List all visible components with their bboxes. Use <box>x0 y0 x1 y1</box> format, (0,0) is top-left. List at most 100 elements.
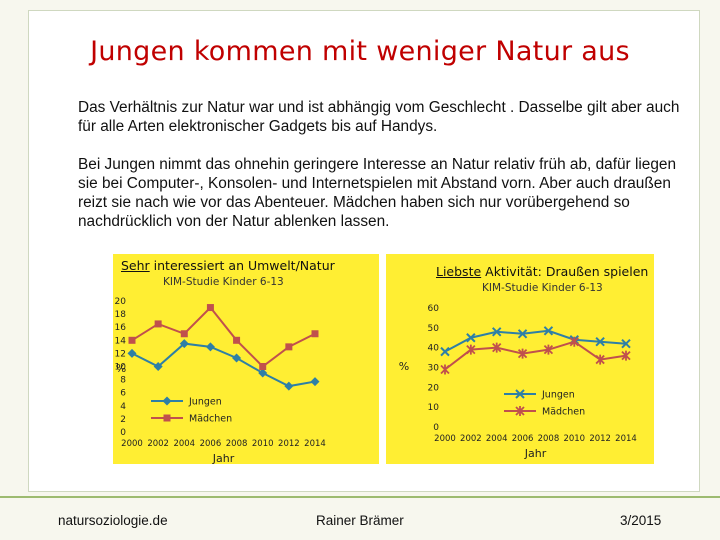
data-point <box>153 362 163 371</box>
x-axis-label: Jahr <box>524 447 547 460</box>
y-axis-label: % <box>116 362 126 375</box>
data-point <box>543 326 554 336</box>
data-point <box>595 337 605 347</box>
x-tick-label: 2012 <box>589 434 611 444</box>
chart-title-underlined: Liebste <box>436 264 482 279</box>
y-tick-label: 8 <box>120 376 126 386</box>
data-point <box>569 336 579 347</box>
data-point <box>515 406 525 416</box>
legend-label: Jungen <box>188 397 222 408</box>
chart-title-underlined: Sehr <box>121 258 150 273</box>
intro-paragraph: Das Verhältnis zur Natur war und ist abh… <box>78 99 680 135</box>
y-tick-label: 0 <box>120 428 126 438</box>
data-point <box>128 336 136 344</box>
x-tick-label: 2002 <box>147 439 169 449</box>
y-tick-label: 14 <box>115 336 127 346</box>
chart-interest-nature-plot: 0 2 4 6 8 10 12 14 16 18 20 2000 2002 2004 2006 2008 201… <box>115 297 326 465</box>
series-line-jungen <box>131 342 316 388</box>
x-tick-label: 2010 <box>252 439 274 449</box>
footer-divider <box>0 496 720 498</box>
x-tick-label: 2014 <box>304 439 326 449</box>
data-point <box>492 342 502 353</box>
data-point <box>233 336 241 344</box>
x-tick-label: 2006 <box>200 439 222 449</box>
chart-interest-nature: Sehr interessiert an Umwelt/Natur KIM-St… <box>113 254 379 465</box>
data-point <box>517 348 528 359</box>
y-tick-label: 30 <box>428 364 440 374</box>
x-tick-label: 2000 <box>434 434 456 444</box>
x-axis-label: Jahr <box>212 452 235 465</box>
x-tick-label: 2010 <box>563 434 585 444</box>
y-tick-label: 40 <box>428 344 440 354</box>
footer-date: 3/2015 <box>620 513 662 528</box>
data-point <box>284 381 294 391</box>
x-tick-label: 2004 <box>486 434 508 444</box>
y-tick-label: 60 <box>428 304 440 314</box>
data-point <box>232 353 242 363</box>
y-tick-label: 2 <box>120 415 126 425</box>
data-point <box>180 330 188 338</box>
footer-author: Rainer Brämer <box>316 513 404 528</box>
data-point <box>440 364 450 375</box>
data-point <box>127 348 137 358</box>
x-tick-label: 2000 <box>121 439 143 449</box>
y-tick-label: 10 <box>428 403 440 413</box>
y-tick-label: 18 <box>115 310 127 320</box>
x-tick-label: 2008 <box>226 439 248 449</box>
data-point <box>621 350 631 361</box>
data-point <box>517 329 528 339</box>
series-line-jungen <box>444 329 627 353</box>
chart-subtitle: KIM-Studie Kinder 6-13 <box>163 276 284 288</box>
data-point <box>543 344 554 355</box>
y-tick-label: 0 <box>433 423 439 433</box>
data-point <box>621 338 631 349</box>
data-point <box>515 389 525 399</box>
detail-paragraph: Bei Jungen nimmt das ohnehin geringere I… <box>78 156 677 230</box>
y-tick-label: 6 <box>120 389 126 399</box>
data-point <box>258 368 268 378</box>
data-point <box>206 304 214 312</box>
y-tick-label: 20 <box>428 383 440 393</box>
chart-subtitle: KIM-Studie Kinder 6-13 <box>482 282 603 294</box>
legend-label: Mädchen <box>542 407 585 418</box>
y-axis-label: % <box>399 360 409 373</box>
chart-title-rest: Aktivität: Draußen spielen <box>481 264 649 279</box>
chart-title: Sehr interessiert an Umwelt/Natur <box>121 258 335 273</box>
chart-favorite-activity-plot: 0 10 20 30 40 50 60 2000 2002 2004 2006 2008 2010 201… <box>399 304 637 460</box>
y-tick-label: 4 <box>120 402 126 412</box>
x-tick-label: 2014 <box>615 434 637 444</box>
data-point <box>259 363 267 370</box>
data-point <box>466 344 476 355</box>
data-point <box>179 339 189 349</box>
y-tick-label: 12 <box>115 349 126 359</box>
data-point <box>285 343 293 351</box>
y-tick-label: 10 <box>115 363 127 373</box>
series-line-maedchen <box>131 306 316 368</box>
data-point <box>595 354 605 365</box>
data-point <box>492 327 502 337</box>
data-point <box>310 377 320 387</box>
legend-label: Mädchen <box>189 414 232 425</box>
legend-label: Jungen <box>541 390 575 401</box>
data-point <box>440 346 450 357</box>
x-tick-label: 2006 <box>512 434 534 444</box>
data-point <box>163 414 171 422</box>
x-tick-label: 2002 <box>460 434 482 444</box>
data-point <box>154 320 162 328</box>
chart-favorite-activity: Liebste Aktivität: Draußen spielen KIM-S… <box>386 254 654 464</box>
y-tick-label: 16 <box>115 323 127 333</box>
y-tick-label: 20 <box>115 297 127 307</box>
y-tick-label: 50 <box>428 324 440 334</box>
x-tick-label: 2012 <box>278 439 300 449</box>
data-point <box>466 333 476 343</box>
chart-title: Liebste Aktivität: Draußen spielen <box>436 264 648 279</box>
data-point <box>205 342 215 352</box>
chart-title-rest: interessiert an Umwelt/Natur <box>149 258 335 273</box>
slide-title: Jungen kommen mit weniger Natur aus <box>90 36 630 67</box>
series-line-maedchen <box>444 340 627 371</box>
footer-website: natursoziologie.de <box>58 513 168 528</box>
x-tick-label: 2004 <box>173 439 195 449</box>
x-tick-label: 2008 <box>538 434 560 444</box>
data-point <box>162 396 172 406</box>
data-point <box>311 330 319 338</box>
